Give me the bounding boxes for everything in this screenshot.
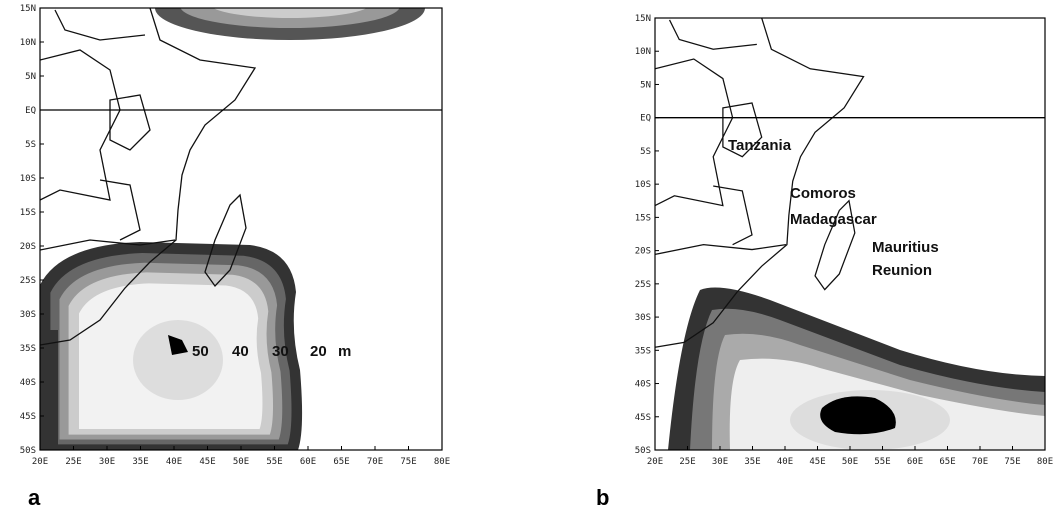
x-tick-label: 75E	[1004, 457, 1020, 467]
x-tick-label: 75E	[400, 457, 416, 467]
annotation: Tanzania	[728, 137, 792, 154]
x-tick-label: 60E	[907, 457, 923, 467]
annotation: 50	[192, 343, 209, 360]
x-tick-label: 70E	[972, 457, 988, 467]
y-tick-label: 25S	[20, 276, 36, 286]
y-tick-label: 10N	[20, 38, 36, 48]
y-tick-label: 10S	[20, 174, 36, 184]
panel-label: a	[28, 485, 41, 510]
x-tick-label: 25E	[679, 457, 695, 467]
annotation: Comoros	[790, 185, 856, 202]
y-tick-label: 50S	[635, 446, 651, 456]
y-tick-label: 10N	[635, 47, 651, 57]
annotation: 30	[272, 343, 289, 360]
x-tick-label: 55E	[874, 457, 890, 467]
y-tick-label: 15N	[20, 4, 36, 14]
x-tick-label: 20E	[32, 457, 48, 467]
y-tick-label: 15S	[20, 208, 36, 218]
y-tick-label: 35S	[635, 346, 651, 356]
panel-label: b	[596, 485, 609, 510]
x-tick-label: 50E	[233, 457, 249, 467]
y-tick-label: 50S	[20, 446, 36, 456]
x-tick-label: 65E	[333, 457, 349, 467]
y-tick-label: 5S	[640, 147, 651, 157]
annotation: 40	[232, 343, 249, 360]
annotation: 20	[310, 343, 327, 360]
x-tick-label: 40E	[166, 457, 182, 467]
x-tick-label: 65E	[939, 457, 955, 467]
x-tick-label: 25E	[65, 457, 81, 467]
y-tick-label: 30S	[20, 310, 36, 320]
x-tick-label: 30E	[712, 457, 728, 467]
panel-a-map	[40, 8, 425, 450]
y-tick-label: 45S	[635, 413, 651, 423]
x-tick-label: 70E	[367, 457, 383, 467]
y-tick-label: 25S	[635, 280, 651, 290]
y-tick-label: 5N	[640, 80, 651, 90]
y-tick-label: 5N	[25, 72, 36, 82]
y-tick-label: 20S	[20, 242, 36, 252]
y-tick-label: 15S	[635, 213, 651, 223]
y-tick-label: 30S	[635, 313, 651, 323]
x-tick-label: 45E	[199, 457, 215, 467]
y-tick-label: 15N	[635, 14, 651, 24]
x-tick-label: 35E	[132, 457, 148, 467]
annotation: Madagascar	[790, 211, 877, 228]
y-tick-label: 35S	[20, 344, 36, 354]
y-tick-label: 45S	[20, 412, 36, 422]
y-tick-label: EQ	[640, 114, 651, 124]
x-tick-label: 60E	[300, 457, 316, 467]
y-tick-label: 5S	[25, 140, 36, 150]
annotation: Reunion	[872, 262, 932, 279]
y-tick-label: 20S	[635, 247, 651, 257]
x-tick-label: 45E	[809, 457, 825, 467]
panel-b-map	[655, 18, 1045, 450]
x-tick-label: 55E	[266, 457, 282, 467]
y-tick-label: EQ	[25, 106, 36, 116]
x-tick-label: 20E	[647, 457, 663, 467]
x-tick-label: 30E	[99, 457, 115, 467]
x-tick-label: 35E	[744, 457, 760, 467]
y-tick-label: 40S	[635, 380, 651, 390]
x-tick-label: 80E	[1037, 457, 1053, 467]
annotation: Mauritius	[872, 239, 939, 256]
x-tick-label: 50E	[842, 457, 858, 467]
y-tick-label: 10S	[635, 180, 651, 190]
x-tick-label: 80E	[434, 457, 450, 467]
y-tick-label: 40S	[20, 378, 36, 388]
annotation: m	[338, 343, 351, 360]
x-tick-label: 40E	[777, 457, 793, 467]
